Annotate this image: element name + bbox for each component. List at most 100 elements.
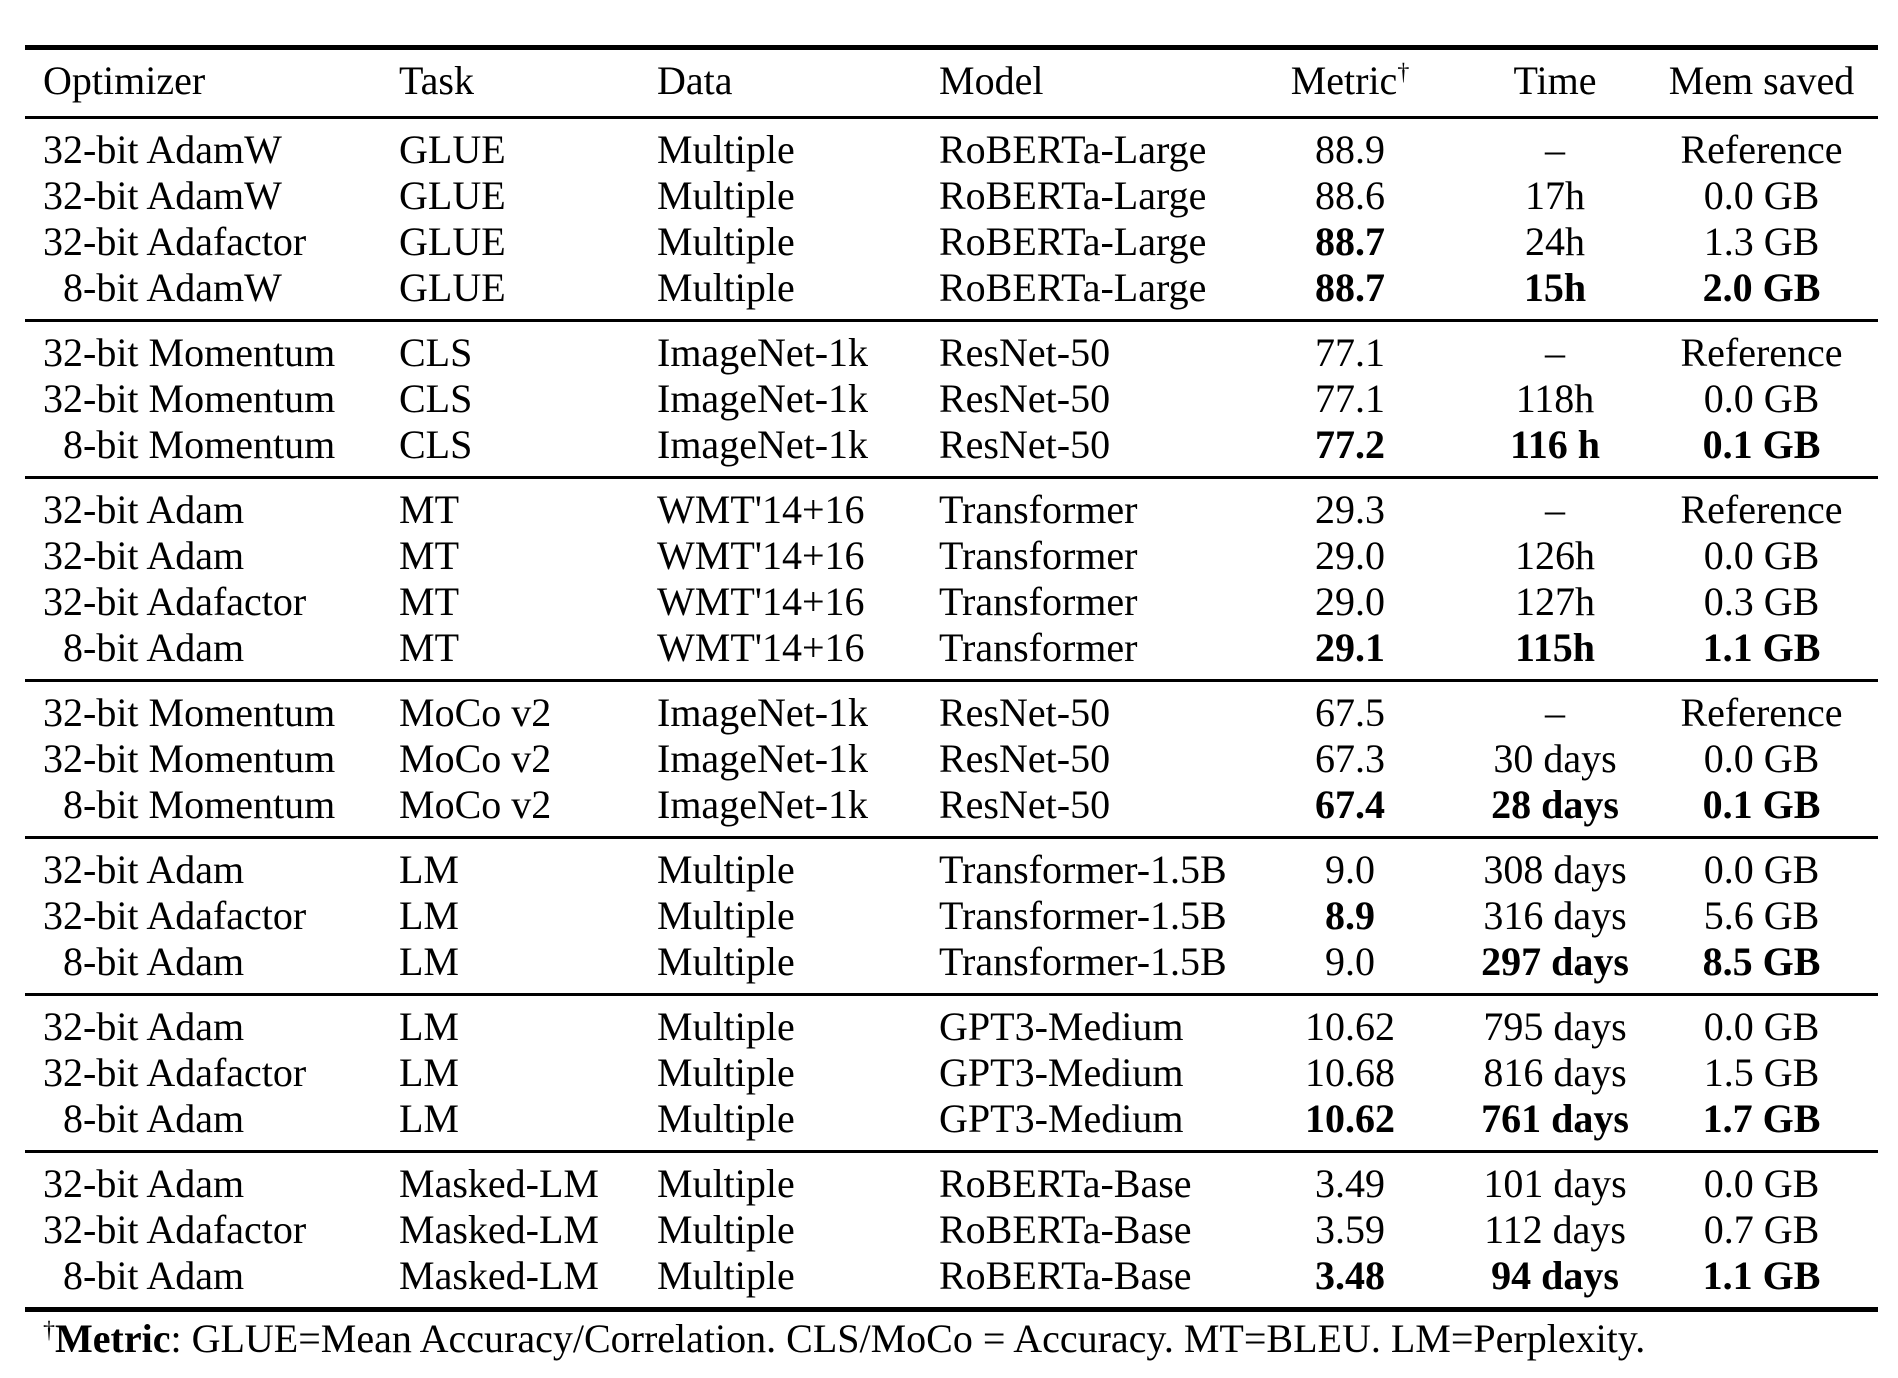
cell-model: ResNet-50 xyxy=(939,736,1111,781)
table-row: 32-bit Adam Masked-LM Multiple RoBERTa-Base… xyxy=(25,1152,1878,1208)
cell-mem-saved: Reference xyxy=(1680,127,1843,172)
table-row: 8-bit AdamW GLUE Multiple RoBERTa-Large 88.7… xyxy=(25,265,1878,321)
cell-mem-saved: 0.0 GB xyxy=(1703,1161,1820,1206)
table-row: 32-bit Adam MT WMT'14+16 Transformer 29.3 – Re… xyxy=(25,478,1878,534)
cell-data: Multiple xyxy=(657,1096,795,1141)
row-group-4: 32-bit Momentum MoCo v2 ImageNet-1k ResNet-… xyxy=(25,681,1878,838)
cell-task: Masked-LM xyxy=(399,1253,599,1298)
cell-time: 94 days xyxy=(1491,1253,1619,1298)
cell-time: 761 days xyxy=(1481,1096,1629,1141)
cell-mem-saved: 1.7 GB xyxy=(1702,1096,1821,1141)
footnote-label: Metric xyxy=(55,1316,171,1361)
cell-model: ResNet-50 xyxy=(939,422,1111,467)
table-row: 32-bit Momentum CLS ImageNet-1k ResNet-50 77… xyxy=(25,376,1878,422)
cell-mem-saved: Reference xyxy=(1680,487,1843,532)
cell-mem-saved: 0.0 GB xyxy=(1703,1004,1820,1049)
col-header-mem-saved: Mem saved xyxy=(1645,47,1878,119)
cell-metric: 67.3 xyxy=(1315,736,1385,781)
cell-optimizer: 8-bit Adam xyxy=(63,1253,245,1298)
cell-time: 115h xyxy=(1514,625,1596,670)
cell-task: MoCo v2 xyxy=(399,736,552,781)
row-group-2: 32-bit Momentum CLS ImageNet-1k ResNet-50 77… xyxy=(25,321,1878,478)
row-group-7: 32-bit Adam Masked-LM Multiple RoBERTa-Base… xyxy=(25,1152,1878,1310)
cell-task: LM xyxy=(399,939,459,984)
cell-model: RoBERTa-Base xyxy=(939,1161,1192,1206)
cell-optimizer: 32-bit Momentum xyxy=(43,330,336,375)
cell-model: Transformer xyxy=(939,533,1138,578)
table-row: 32-bit Adafactor LM Multiple Transformer-1.… xyxy=(25,893,1878,939)
cell-mem-saved: 0.1 GB xyxy=(1702,782,1821,827)
cell-data: Multiple xyxy=(657,893,795,938)
dagger-icon: † xyxy=(43,1317,55,1344)
cell-optimizer: 32-bit Adafactor xyxy=(43,1207,307,1252)
cell-data: ImageNet-1k xyxy=(657,736,869,781)
cell-task: Masked-LM xyxy=(399,1207,599,1252)
cell-data: ImageNet-1k xyxy=(657,330,869,375)
cell-data: ImageNet-1k xyxy=(657,782,869,827)
cell-metric: 29.0 xyxy=(1315,533,1385,578)
cell-model: RoBERTa-Base xyxy=(939,1253,1192,1298)
cell-metric: 10.62 xyxy=(1305,1096,1395,1141)
cell-time: 116 h xyxy=(1509,422,1601,467)
cell-task: GLUE xyxy=(399,219,506,264)
cell-metric: 88.9 xyxy=(1315,127,1385,172)
cell-time: 112 days xyxy=(1484,1207,1626,1252)
cell-metric: 9.0 xyxy=(1325,939,1375,984)
cell-time: 127h xyxy=(1515,579,1595,624)
cell-time: 297 days xyxy=(1481,939,1629,984)
cell-mem-saved: 0.7 GB xyxy=(1703,1207,1820,1252)
cell-data: Multiple xyxy=(657,173,795,218)
cell-model: ResNet-50 xyxy=(939,782,1111,827)
cell-time: 101 days xyxy=(1483,1161,1627,1206)
cell-metric: 77.2 xyxy=(1315,422,1385,467)
cell-optimizer: 8-bit Adam xyxy=(63,939,245,984)
cell-time: 17h xyxy=(1525,173,1585,218)
table-row: 8-bit Adam LM Multiple GPT3-Medium 10.62 761 … xyxy=(25,1096,1878,1152)
cell-metric: 29.1 xyxy=(1315,625,1385,670)
cell-metric: 67.5 xyxy=(1315,690,1385,735)
cell-time: – xyxy=(1545,487,1565,532)
cell-data: Multiple xyxy=(657,1161,795,1206)
cell-metric: 77.1 xyxy=(1315,376,1385,421)
cell-metric: 67.4 xyxy=(1315,782,1385,827)
cell-data: ImageNet-1k xyxy=(657,422,869,467)
cell-data: Multiple xyxy=(657,847,795,892)
table-row: 8-bit Momentum CLS ImageNet-1k ResNet-50 77.… xyxy=(25,422,1878,478)
cell-mem-saved: 0.0 GB xyxy=(1703,847,1820,892)
cell-mem-saved: 0.0 GB xyxy=(1703,173,1820,218)
cell-data: ImageNet-1k xyxy=(657,376,869,421)
cell-model: RoBERTa-Base xyxy=(939,1207,1192,1252)
cell-data: WMT'14+16 xyxy=(657,625,865,670)
cell-metric: 3.49 xyxy=(1315,1161,1385,1206)
cell-model: Transformer-1.5B xyxy=(939,847,1227,892)
cell-data: Multiple xyxy=(657,1207,795,1252)
cell-task: MoCo v2 xyxy=(399,690,552,735)
table-row: 32-bit Adafactor GLUE Multiple RoBERTa-Larg… xyxy=(25,219,1878,265)
table-row: 8-bit Adam MT WMT'14+16 Transformer 29.1 115h… xyxy=(25,625,1878,681)
cell-time: 795 days xyxy=(1483,1004,1627,1049)
cell-mem-saved: Reference xyxy=(1680,330,1843,375)
cell-optimizer: 32-bit Adam xyxy=(43,487,245,532)
cell-model: GPT3-Medium xyxy=(939,1004,1184,1049)
cell-metric: 3.59 xyxy=(1315,1207,1385,1252)
cell-task: LM xyxy=(399,1050,459,1095)
cell-optimizer: 32-bit Momentum xyxy=(43,376,336,421)
table-row: 8-bit Adam LM Multiple Transformer-1.5B 9.0 2… xyxy=(25,939,1878,995)
cell-metric: 29.3 xyxy=(1315,487,1385,532)
cell-data: Multiple xyxy=(657,1050,795,1095)
cell-task: Masked-LM xyxy=(399,1161,599,1206)
cell-task: CLS xyxy=(399,376,473,421)
table-footnote: †Metric: GLUE=Mean Accuracy/Correlation.… xyxy=(25,1316,1896,1362)
cell-model: ResNet-50 xyxy=(939,690,1111,735)
cell-model: Transformer xyxy=(939,579,1138,624)
cell-model: RoBERTa-Large xyxy=(939,265,1207,310)
row-group-3: 32-bit Adam MT WMT'14+16 Transformer 29.3 – Re… xyxy=(25,478,1878,681)
cell-task: LM xyxy=(399,1096,459,1141)
table-header: Optimizer Task Data Model Metric† Time M… xyxy=(25,47,1878,119)
cell-task: MT xyxy=(399,487,459,532)
cell-time: – xyxy=(1545,690,1565,735)
cell-metric: 8.9 xyxy=(1325,893,1375,938)
cell-metric: 10.68 xyxy=(1305,1050,1395,1095)
cell-time: 24h xyxy=(1525,219,1585,264)
table-row: 32-bit Momentum MoCo v2 ImageNet-1k ResNet-… xyxy=(25,736,1878,782)
